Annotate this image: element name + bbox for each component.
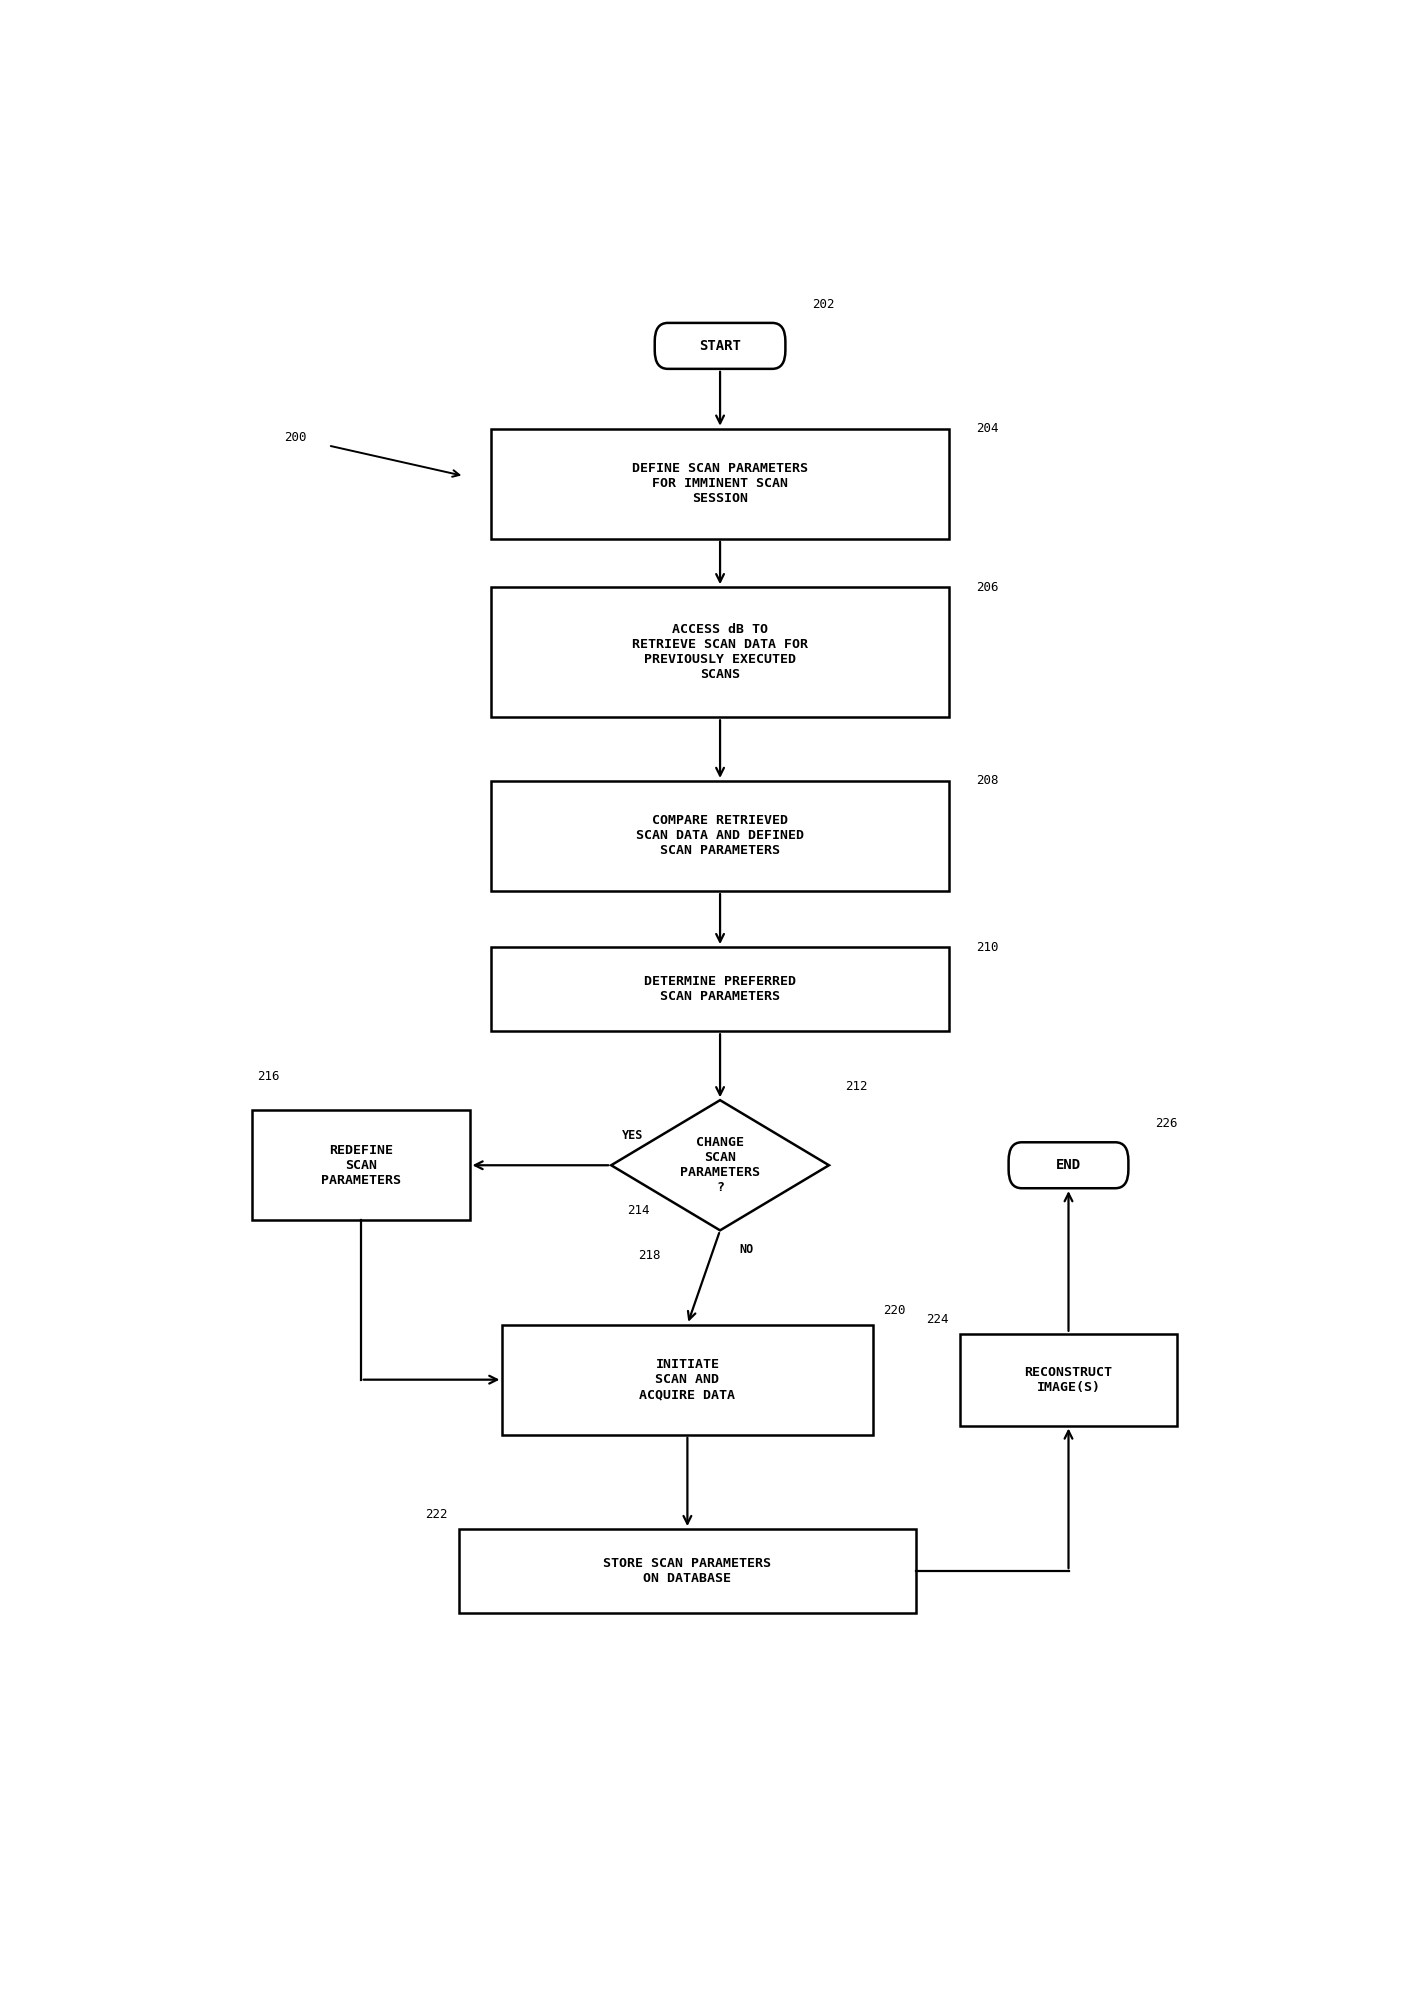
Text: START: START xyxy=(700,338,740,352)
Bar xyxy=(492,428,948,539)
Polygon shape xyxy=(611,1100,829,1231)
Bar xyxy=(251,1110,469,1221)
Text: 224: 224 xyxy=(926,1313,948,1327)
Text: 206: 206 xyxy=(976,581,999,593)
Text: END: END xyxy=(1057,1158,1080,1172)
Bar xyxy=(492,587,948,718)
Text: YES: YES xyxy=(622,1130,643,1142)
FancyBboxPatch shape xyxy=(1009,1142,1128,1187)
Text: 218: 218 xyxy=(638,1249,660,1261)
Text: NO: NO xyxy=(739,1243,754,1255)
Text: 220: 220 xyxy=(884,1305,906,1317)
Text: RECONSTRUCT
IMAGE(S): RECONSTRUCT IMAGE(S) xyxy=(1024,1366,1113,1394)
Text: DETERMINE PREFERRED
SCAN PARAMETERS: DETERMINE PREFERRED SCAN PARAMETERS xyxy=(643,975,797,1002)
Bar xyxy=(492,947,948,1030)
Text: 210: 210 xyxy=(976,941,999,953)
FancyBboxPatch shape xyxy=(655,322,785,368)
Text: ACCESS dB TO
RETRIEVE SCAN DATA FOR
PREVIOUSLY EXECUTED
SCANS: ACCESS dB TO RETRIEVE SCAN DATA FOR PREV… xyxy=(632,623,808,680)
Text: 216: 216 xyxy=(257,1070,280,1082)
Text: 212: 212 xyxy=(846,1080,868,1092)
Text: 222: 222 xyxy=(426,1508,448,1522)
Text: 214: 214 xyxy=(628,1203,651,1217)
Text: INITIATE
SCAN AND
ACQUIRE DATA: INITIATE SCAN AND ACQUIRE DATA xyxy=(639,1358,735,1400)
Bar xyxy=(458,1530,916,1613)
Text: DEFINE SCAN PARAMETERS
FOR IMMINENT SCAN
SESSION: DEFINE SCAN PARAMETERS FOR IMMINENT SCAN… xyxy=(632,461,808,505)
Text: STORE SCAN PARAMETERS
ON DATABASE: STORE SCAN PARAMETERS ON DATABASE xyxy=(603,1557,771,1585)
Text: 226: 226 xyxy=(1156,1118,1179,1130)
Text: 208: 208 xyxy=(976,774,999,788)
Text: 202: 202 xyxy=(812,298,835,310)
Text: 200: 200 xyxy=(284,432,306,444)
Text: COMPARE RETRIEVED
SCAN DATA AND DEFINED
SCAN PARAMETERS: COMPARE RETRIEVED SCAN DATA AND DEFINED … xyxy=(636,814,804,857)
Text: CHANGE
SCAN
PARAMETERS
?: CHANGE SCAN PARAMETERS ? xyxy=(680,1136,760,1193)
Bar xyxy=(960,1335,1177,1426)
Text: 204: 204 xyxy=(976,422,999,436)
Bar xyxy=(492,782,948,891)
Bar xyxy=(503,1325,873,1434)
Text: REDEFINE
SCAN
PARAMETERS: REDEFINE SCAN PARAMETERS xyxy=(320,1144,400,1187)
